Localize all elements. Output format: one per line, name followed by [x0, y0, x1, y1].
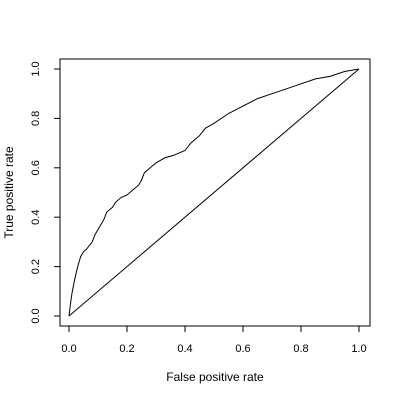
x-tick-label: 0.2 — [119, 343, 134, 355]
x-tick-label: 0.4 — [177, 343, 192, 355]
diagonal-reference-line — [68, 68, 360, 317]
y-tick-label: 0.2 — [30, 259, 42, 274]
plot-frame — [59, 58, 371, 327]
y-axis: 0.0 0.2 0.4 0.6 0.8 1.0 — [30, 61, 60, 324]
y-tick-label: 0.4 — [30, 210, 42, 225]
roc-curve-line — [68, 68, 360, 317]
y-tick-label: 0.8 — [30, 111, 42, 126]
y-tick-label: 0.0 — [30, 308, 42, 323]
x-tick-label: 0.8 — [293, 343, 308, 355]
x-tick-label: 1.0 — [351, 343, 366, 355]
x-axis-title: False positive rate — [166, 370, 264, 384]
y-tick-label: 0.6 — [30, 160, 42, 175]
y-axis-title: True positive rate — [2, 146, 16, 239]
x-tick-label: 0.6 — [235, 343, 250, 355]
series-layer — [68, 68, 360, 317]
y-tick-label: 1.0 — [30, 61, 42, 76]
x-axis: 0.0 0.2 0.4 0.6 0.8 1.0 — [61, 326, 367, 355]
x-tick-label: 0.0 — [61, 343, 76, 355]
